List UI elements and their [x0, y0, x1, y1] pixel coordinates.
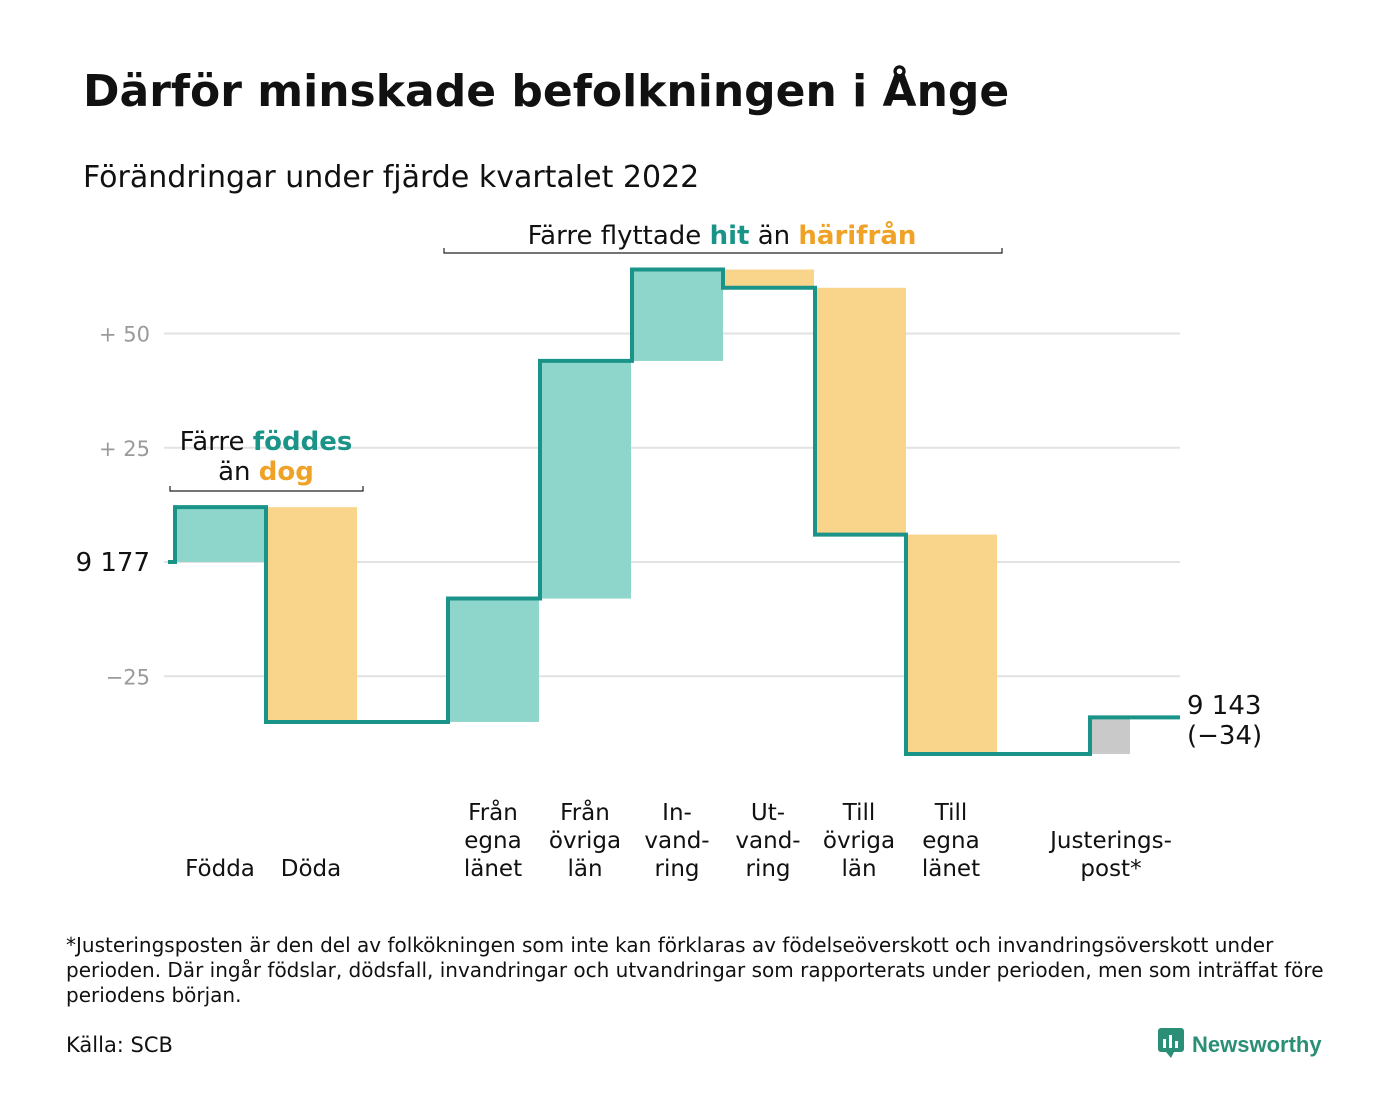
- category-label: egna: [464, 828, 521, 854]
- bar-3: [448, 598, 539, 722]
- annotation-segment: än: [218, 457, 259, 487]
- running-total: [168, 267, 1180, 756]
- bar-2: [266, 507, 357, 722]
- category-label: ring: [654, 856, 699, 882]
- chart-subtitle: Förändringar under fjärde kvartalet 2022: [83, 160, 700, 195]
- category-label: In-: [662, 800, 692, 826]
- start-value-label: 9 177: [76, 548, 150, 578]
- annotation-moves: Färre flyttade hit än härifrån: [528, 219, 917, 251]
- newsworthy-logo: Newsworthy: [1158, 1028, 1322, 1062]
- end-change-label: (−34): [1187, 721, 1262, 751]
- annotation-segment: Färre flyttade: [528, 221, 710, 251]
- category-label: länet: [464, 856, 522, 882]
- category-label: länet: [922, 856, 980, 882]
- category-label: Till: [842, 800, 876, 826]
- bar-4: [540, 360, 631, 599]
- y-tick-label: −25: [106, 665, 150, 689]
- annotation-bracket: [443, 248, 1003, 254]
- category-label: Från: [468, 798, 518, 826]
- bar-1: [175, 507, 266, 562]
- category-label: post*: [1080, 856, 1141, 882]
- annotation-births: Färre föddes: [180, 427, 353, 457]
- category-label: län: [841, 856, 876, 882]
- category-label: Justerings-: [1048, 828, 1172, 854]
- annotation-segment: än: [749, 221, 798, 251]
- bar-9: [1090, 717, 1130, 754]
- source-note: Källa: SCB: [66, 1033, 173, 1057]
- annotation-segment: härifrån: [798, 219, 916, 251]
- running-total-line: [168, 267, 1180, 756]
- category-label: Döda: [281, 856, 341, 882]
- category-label: Ut-: [751, 800, 785, 826]
- category-label: Från: [560, 798, 610, 826]
- bar-6: [723, 269, 814, 288]
- chart-title: Därför minskade befolkningen i Ånge: [83, 66, 1010, 117]
- category-label: övriga: [823, 828, 895, 854]
- annotation-births: än dog: [218, 457, 314, 487]
- y-tick-label: + 25: [99, 437, 150, 461]
- annotation-bracket: [169, 486, 364, 492]
- category-label: ring: [745, 856, 790, 882]
- y-tick-label: + 50: [99, 323, 150, 347]
- annotation-segment: Färre: [180, 427, 253, 457]
- bar-5: [632, 269, 723, 361]
- end-value-label: 9 143: [1187, 691, 1261, 721]
- category-label: övriga: [549, 828, 621, 854]
- annotation-segment: dog: [259, 457, 314, 487]
- bar-7: [815, 287, 906, 535]
- category-label: vand-: [644, 828, 709, 854]
- footnote: *Justeringsposten är den del av folkökni…: [66, 933, 1324, 1007]
- category-label: Födda: [185, 856, 255, 882]
- category-label: Till: [934, 800, 968, 826]
- logo-text: Newsworthy: [1192, 1032, 1322, 1057]
- category-label: egna: [922, 828, 979, 854]
- bars: [175, 269, 1130, 754]
- bar-8: [906, 534, 997, 754]
- annotation-segment: hit: [710, 221, 750, 251]
- annotation-segment: föddes: [253, 427, 353, 457]
- chart-icon: [1158, 1028, 1184, 1062]
- category-label: vand-: [735, 828, 800, 854]
- category-label: län: [567, 856, 602, 882]
